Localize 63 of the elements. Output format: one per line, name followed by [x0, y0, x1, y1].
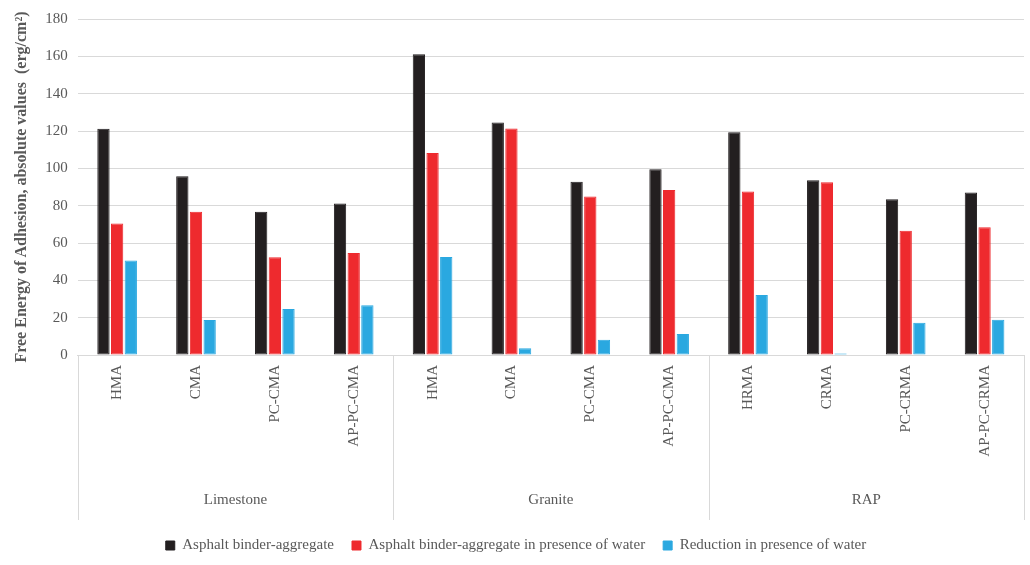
- bar: [412, 54, 426, 355]
- y-tick-label: 100: [45, 159, 68, 176]
- bar: [741, 191, 755, 355]
- legend-label: Asphalt binder-aggregate: [182, 536, 335, 553]
- bar: [807, 180, 820, 355]
- x-tick-label: CRMA: [817, 364, 834, 410]
- text: RAP: [851, 490, 881, 507]
- bar: [978, 227, 991, 355]
- y-tick-label: 40: [52, 271, 68, 288]
- bar: [110, 223, 124, 355]
- bar: [255, 211, 268, 355]
- x-tick-label: AP-PC-CRMA: [975, 364, 992, 457]
- y-tick-label: 20: [52, 308, 68, 325]
- bar: [755, 295, 768, 355]
- bar: [97, 128, 110, 355]
- text: Limestone: [203, 490, 268, 507]
- legend-label: Reduction in presence of water: [679, 536, 867, 553]
- bar: [189, 211, 203, 355]
- y-tick-label: 120: [45, 121, 68, 138]
- y-tick-label: 140: [45, 84, 68, 101]
- bar: [282, 308, 295, 355]
- bar: [584, 196, 597, 355]
- bar: [728, 132, 741, 355]
- bar: [518, 348, 532, 355]
- bar: [268, 257, 281, 355]
- bar: [440, 257, 453, 355]
- x-tick-label: CMA: [186, 364, 203, 400]
- bar: [570, 181, 583, 355]
- x-tick-label: HMA: [108, 364, 125, 401]
- bar: [820, 182, 834, 355]
- y-tick-label: 180: [45, 9, 68, 26]
- bar: [913, 322, 926, 355]
- bar: [885, 199, 899, 355]
- bar: [347, 253, 360, 355]
- bar: [992, 319, 1005, 355]
- y-tick-label: 60: [52, 233, 68, 250]
- x-tick-label: PC-CMA: [265, 364, 282, 423]
- x-tick-label: PC-CMA: [581, 364, 598, 423]
- bar: [333, 203, 347, 355]
- x-tick-label: PC-CRMA: [896, 364, 913, 433]
- x-tick-label: CMA: [502, 364, 519, 400]
- bar: [491, 122, 504, 355]
- x-tick-label: HRMA: [738, 364, 755, 411]
- x-tick-label: AP-PC-CMA: [660, 364, 677, 447]
- legend-label: Asphalt binder-aggregate in presence of water: [368, 536, 646, 553]
- bar: [124, 260, 137, 355]
- bar: [649, 169, 662, 355]
- bar: [964, 192, 978, 355]
- bar: [361, 305, 374, 355]
- bar: [426, 153, 439, 355]
- y-tick-label: 80: [52, 196, 68, 213]
- bar: [203, 320, 216, 355]
- x-tick-label: HMA: [423, 364, 440, 401]
- y-tick-label: 160: [45, 47, 68, 64]
- y-tick-label: 0: [60, 345, 68, 362]
- bar: [505, 128, 518, 355]
- bar: [676, 333, 689, 355]
- bar: [176, 176, 189, 355]
- text: Granite: [528, 490, 574, 507]
- bar: [899, 230, 912, 355]
- x-tick-label: AP-PC-CMA: [344, 364, 361, 447]
- y-axis-title: Free Energy of Adhesion, absolute values (erg/cm²): [11, 11, 30, 363]
- bar: [662, 189, 676, 355]
